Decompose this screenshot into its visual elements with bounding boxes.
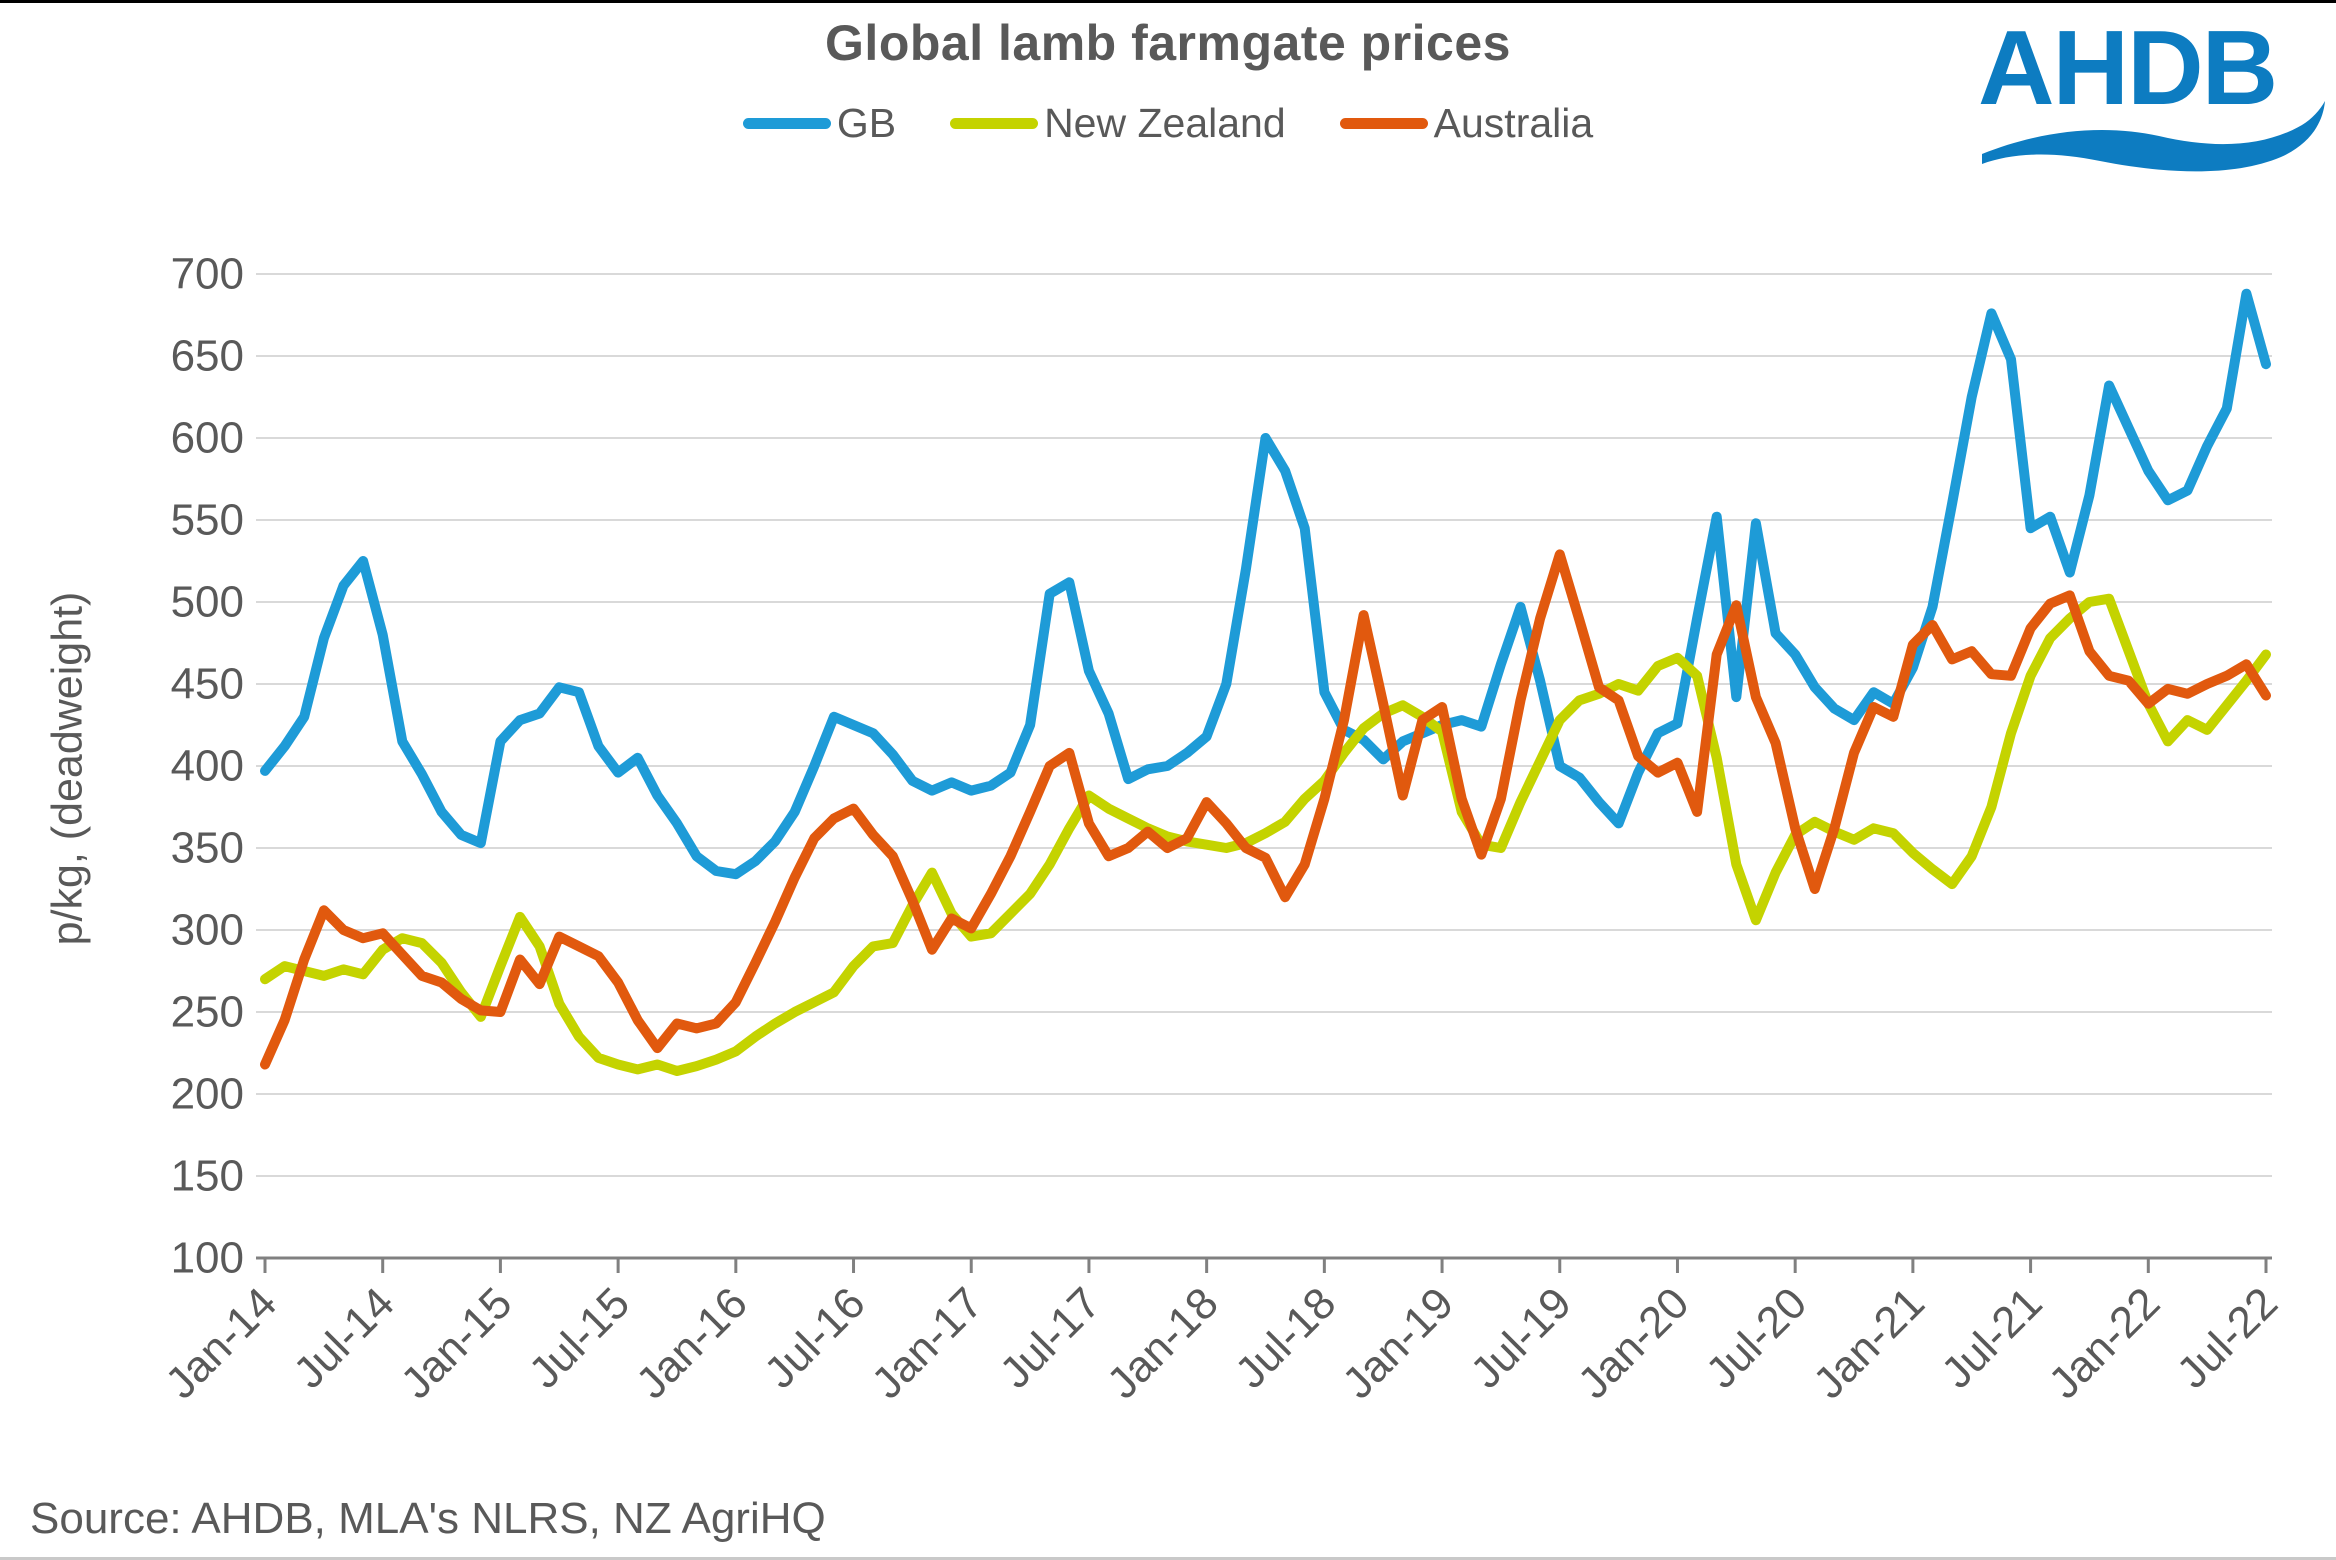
x-tick-label: Jul-14 [284,1278,403,1397]
legend-item-gb: GB [742,100,897,147]
y-tick-label: 450 [171,660,244,709]
y-tick-label: 250 [171,988,244,1037]
x-tick-label: Jul-20 [1697,1278,1816,1397]
y-tick-label: 700 [171,250,244,299]
x-tick-label: Jan-22 [2040,1278,2170,1408]
x-tick-label: Jul-18 [1226,1278,1345,1397]
ahdb-logo-text: AHDB [1978,9,2276,127]
x-tick-label: Jul-15 [520,1278,639,1397]
x-tick-label: Jan-18 [1098,1278,1228,1408]
legend-label-new-zealand: New Zealand [1044,100,1286,146]
y-tick-label: 400 [171,742,244,791]
x-tick-label: Jul-17 [991,1278,1110,1397]
series-line-new-zealand [260,593,2271,1076]
legend-swatch-new-zealand-icon [950,118,1039,129]
legend-label-australia: Australia [1433,100,1594,146]
x-tick-label: Jan-15 [392,1278,522,1408]
x-tick-label: Jul-16 [755,1278,874,1397]
x-tick-label: Jan-21 [1804,1278,1934,1408]
legend-swatch-gb-icon [742,118,831,129]
y-tick-label: 550 [171,496,244,545]
x-tick-label: Jan-16 [627,1278,757,1408]
y-tick-label: 600 [171,414,244,463]
x-tick-label: Jul-19 [1461,1278,1580,1397]
legend: GB New Zealand Australia [0,100,2336,147]
y-tick-label: 200 [171,1070,244,1119]
logo-wave-icon [1982,101,2325,172]
x-tick-label: Jan-19 [1333,1278,1463,1408]
legend-item-new-zealand: New Zealand [950,100,1286,147]
top-border [0,0,2336,3]
series-line-australia [260,549,2271,1070]
x-tick-label: Jul-21 [1932,1278,2051,1397]
chart-title: Global lamb farmgate prices [825,15,1511,71]
y-tick-label: 500 [171,578,244,627]
x-tick-label: Jul-22 [2168,1278,2287,1397]
y-tick-label: 650 [171,332,244,381]
bottom-border [0,1557,2336,1560]
ahdb-logo: AHDB [1978,9,2325,172]
x-tick-label: Jan-20 [1569,1278,1699,1408]
y-axis-title: p/kg, (deadweight) [43,591,92,946]
x-tick-label: Jan-14 [156,1278,286,1408]
series-line-gb [260,288,2271,880]
legend-swatch-australia-icon [1339,118,1428,129]
y-tick-label: 150 [171,1152,244,1201]
y-tick-label: 300 [171,906,244,955]
x-tick-label: Jan-17 [863,1278,993,1408]
legend-item-australia: Australia [1339,100,1594,147]
source-note: Source: AHDB, MLA's NLRS, NZ AgriHQ [30,1494,826,1543]
legend-label-gb: GB [836,100,897,146]
y-tick-label: 100 [171,1234,244,1283]
y-tick-label: 350 [171,824,244,873]
